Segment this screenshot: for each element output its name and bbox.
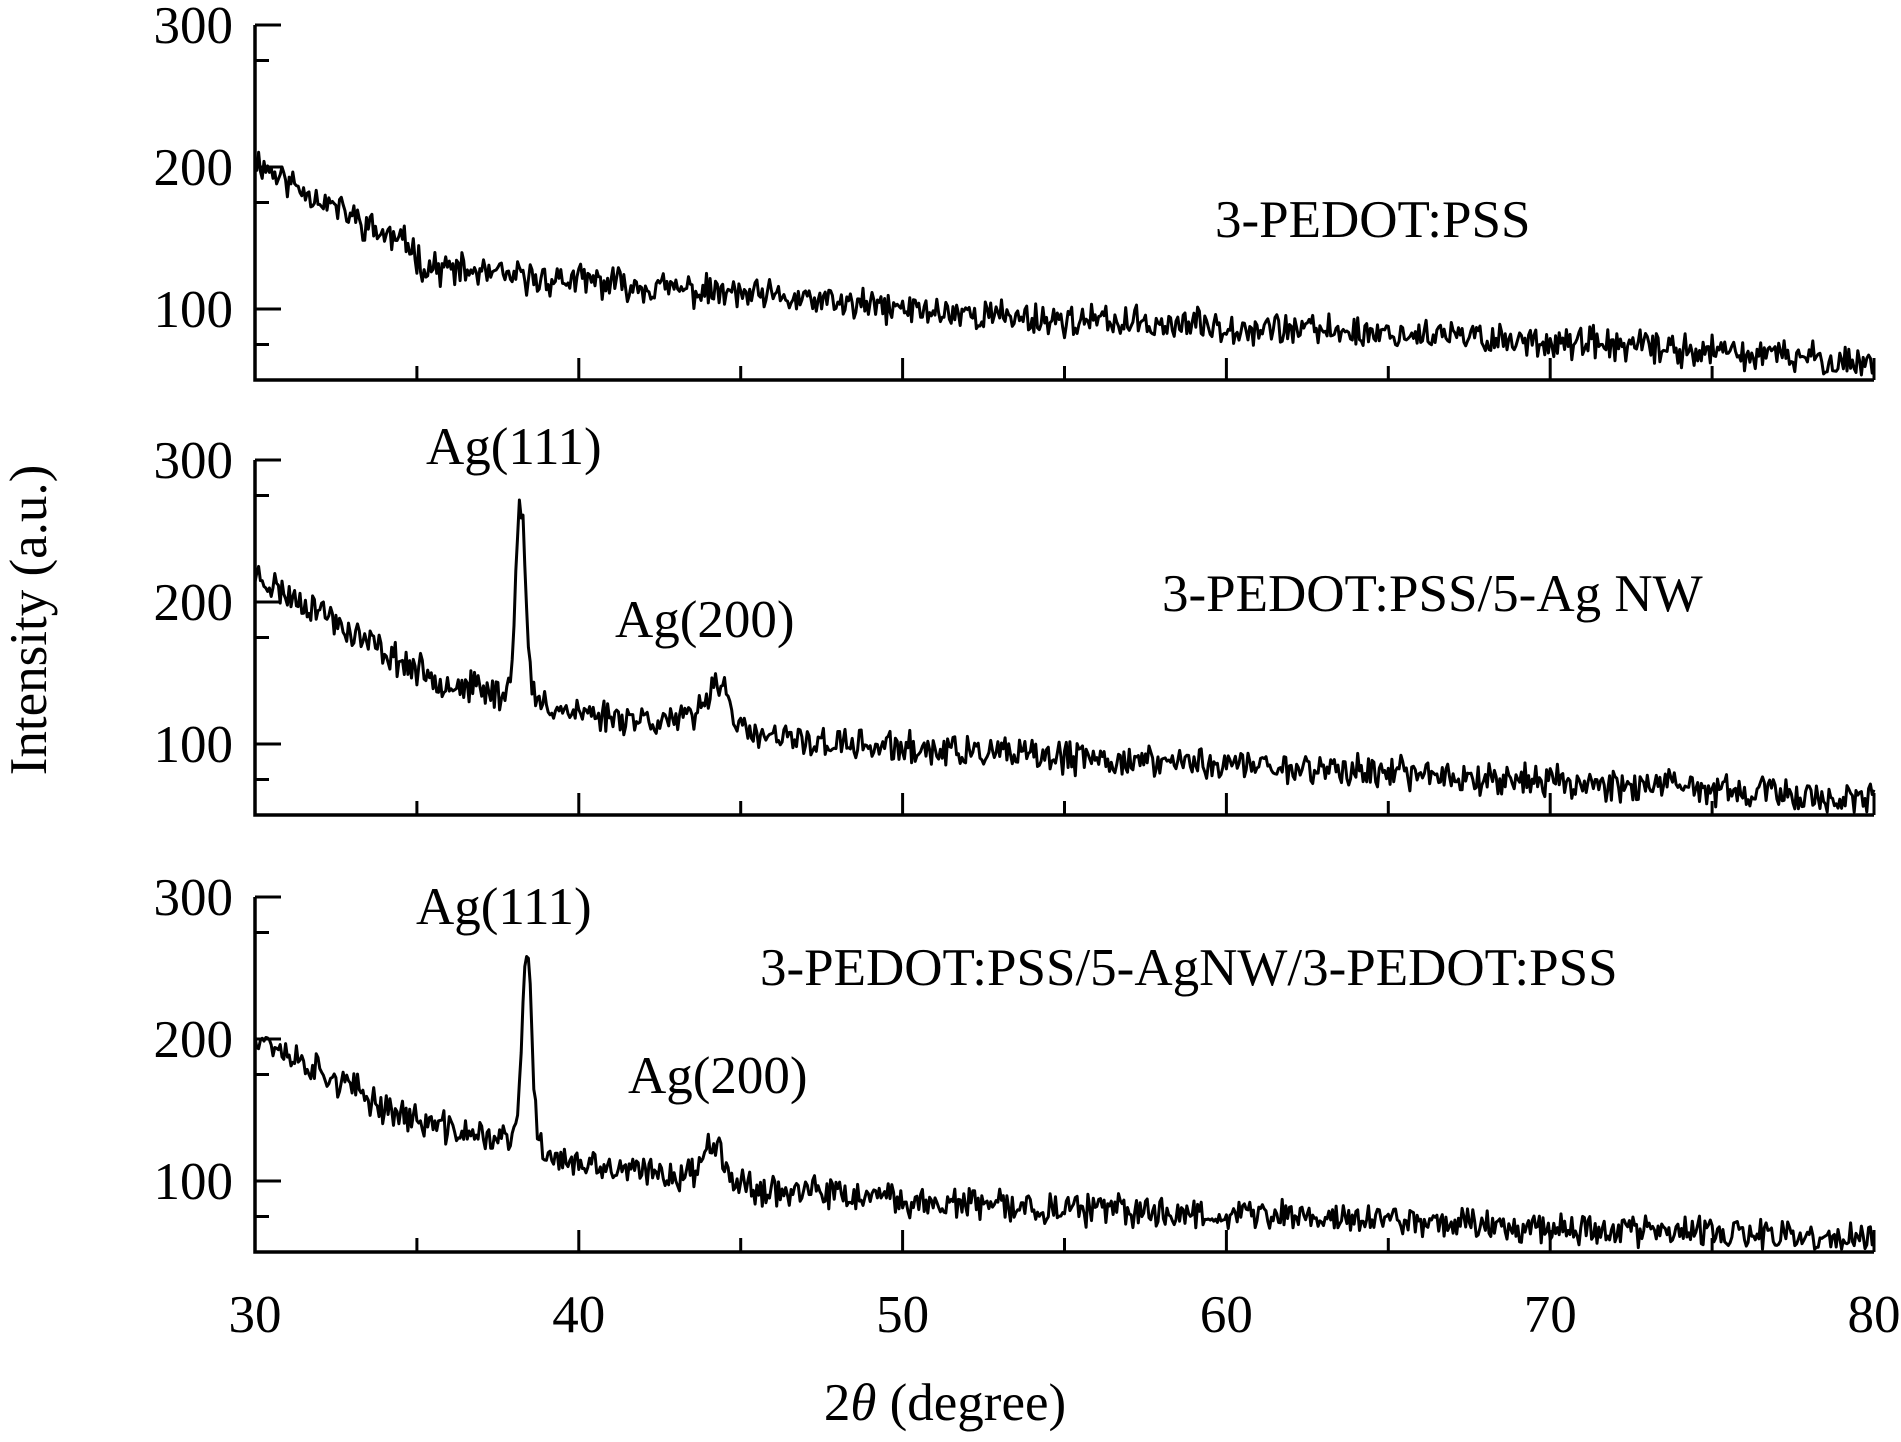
panel-2-y-ticks: 100 200 300 (154, 432, 281, 781)
panel-1-y-tick-label: 300 (154, 0, 234, 55)
panel-3-label: 3-PEDOT:PSS/5-AgNW/3-PEDOT:PSS (760, 939, 1618, 997)
panel-1-y-tick-label: 200 (154, 139, 234, 197)
panel-1-label: 3-PEDOT:PSS (1215, 191, 1530, 249)
x-axis-title-suffix: (degree) (876, 1374, 1066, 1432)
panel-3-y-tick-label: 300 (154, 869, 234, 927)
panel-2-peak-ag200-label: Ag(200) (615, 591, 795, 649)
x-tick-labels: 30 40 50 60 70 80 (229, 1286, 1901, 1344)
x-tick-label: 40 (552, 1286, 605, 1344)
x-axis-title: 2θ (degree) (824, 1374, 1066, 1432)
panel-3-peak-ag111-label: Ag(111) (416, 878, 592, 936)
panel-2-series-line (253, 498, 1876, 814)
x-axis-title-prefix: 2 (824, 1374, 851, 1432)
panel-2-peak-ag111-label: Ag(111) (426, 418, 602, 476)
panel-1: 100 200 300 3-PEDOT:PSS (154, 0, 1876, 382)
y-axis-title: Intensity (a.u.) (0, 465, 58, 776)
panel-2-y-tick-label: 200 (154, 574, 234, 632)
panel-3-series-line (253, 955, 1876, 1251)
panel-2-x-ticks (253, 793, 1876, 815)
x-tick-label: 80 (1848, 1286, 1901, 1344)
panel-1-y-tick-label: 100 (154, 281, 234, 339)
panel-3-y-tick-label: 200 (154, 1011, 234, 1069)
x-tick-label: 70 (1524, 1286, 1577, 1344)
x-axis-title-theta: θ (850, 1374, 876, 1432)
panel-2-label: 3-PEDOT:PSS/5-Ag NW (1162, 565, 1703, 623)
panel-1-x-ticks (253, 358, 1876, 380)
panel-3-y-tick-label: 100 (154, 1153, 234, 1211)
x-tick-label: 30 (229, 1286, 282, 1344)
x-tick-label: 60 (1200, 1286, 1253, 1344)
x-tick-label: 50 (876, 1286, 929, 1344)
panel-3: 100 200 300 3-PEDOT:PSS/5-AgNW/3-PEDOT:PSS… (154, 869, 1876, 1254)
panel-3-x-ticks (253, 1230, 1876, 1252)
panel-2-y-tick-label: 300 (154, 432, 234, 490)
panel-2-y-tick-label: 100 (154, 716, 234, 774)
panel-1-series-line (254, 150, 1876, 377)
panel-3-peak-ag200-label: Ag(200) (628, 1047, 808, 1105)
panel-1-axes (253, 25, 1874, 382)
panel-3-y-ticks: 100 200 300 (154, 869, 281, 1218)
panel-2: 100 200 300 3-PEDOT:PSS/5-Ag NW Ag(111) Ag… (154, 418, 1876, 817)
